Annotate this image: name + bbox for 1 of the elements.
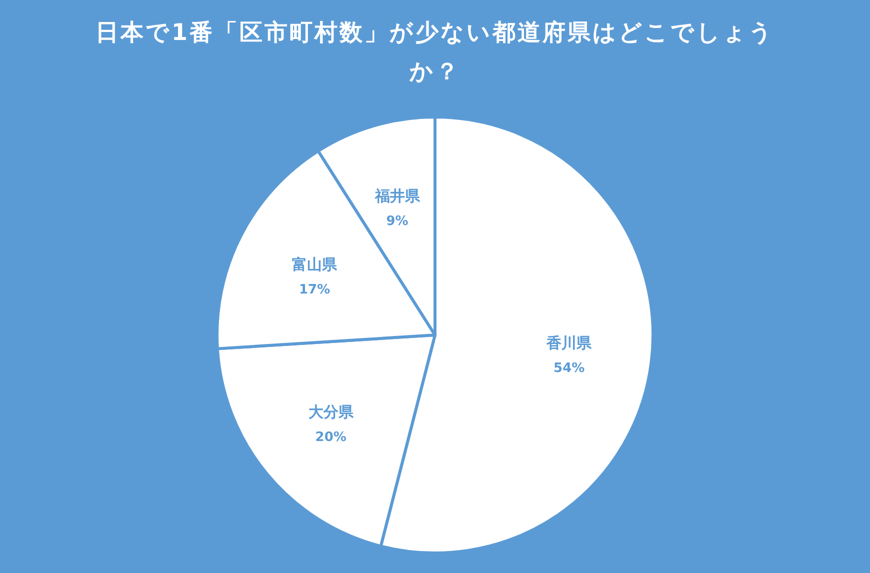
chart-title: 日本で1番「区市町村数」が少ない都道府県はどこでしょうか？ (94, 19, 776, 87)
